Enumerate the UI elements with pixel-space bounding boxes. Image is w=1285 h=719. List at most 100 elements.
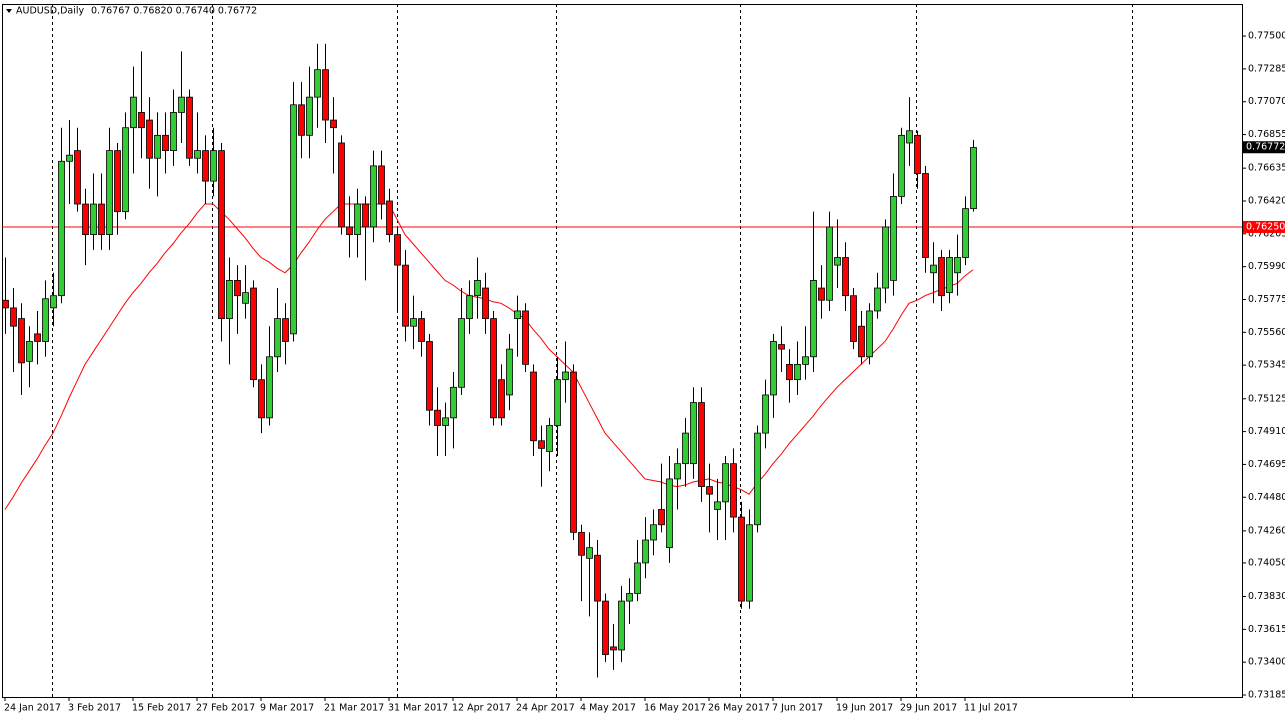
hline-label-box <box>1243 220 1285 233</box>
candle-body <box>554 379 561 426</box>
x-tick-label: 27 Feb 2017 <box>196 703 255 714</box>
y-tick-label: 0.75990 <box>1248 261 1285 272</box>
candle-body <box>826 226 833 301</box>
candle-body <box>778 344 785 350</box>
candle-body <box>362 203 369 228</box>
candle-body <box>938 257 945 297</box>
y-tick-label: 0.75775 <box>1248 294 1285 305</box>
candle-body <box>666 478 673 549</box>
candle-body <box>298 104 305 136</box>
candle-body <box>562 371 569 381</box>
y-tick-label: 0.74695 <box>1248 459 1285 470</box>
candle-body <box>114 150 121 213</box>
candle-body <box>74 150 81 205</box>
candle-body <box>866 310 873 358</box>
chart-title: AUDUSD,Daily <box>16 6 85 17</box>
x-tick-label: 9 Mar 2017 <box>260 703 314 714</box>
y-tick-label: 0.76855 <box>1248 129 1285 140</box>
x-tick-label: 12 Apr 2017 <box>452 703 511 714</box>
candle-body <box>338 142 345 228</box>
y-tick-label: 0.77285 <box>1248 63 1285 74</box>
candle-body <box>42 298 49 342</box>
y-tick-label: 0.75560 <box>1248 327 1285 338</box>
x-tick-label: 26 May 2017 <box>708 703 770 714</box>
candle-body <box>842 257 849 297</box>
x-tick-label: 21 Mar 2017 <box>324 703 384 714</box>
x-tick-label: 11 Jul 2017 <box>964 703 1018 714</box>
candle-body <box>674 463 681 480</box>
candle-body <box>466 295 473 319</box>
candle-body <box>874 287 881 312</box>
candle-body <box>690 402 697 465</box>
candle-body <box>58 160 65 297</box>
candle-body <box>90 203 97 235</box>
candle-body <box>794 363 801 381</box>
candle-body <box>962 208 969 258</box>
candle-body <box>522 310 529 365</box>
candle-body <box>482 287 489 319</box>
candle-body <box>914 134 921 174</box>
y-tick-label: 0.76635 <box>1248 163 1285 174</box>
candle-body <box>762 394 769 434</box>
candle-body <box>682 432 689 465</box>
candle-body <box>490 318 497 419</box>
candle-body <box>106 150 113 235</box>
y-tick-label: 0.73185 <box>1248 690 1285 701</box>
candle-body <box>450 386 457 419</box>
candle-body <box>170 112 177 152</box>
candle-body <box>954 257 961 274</box>
x-tick-label: 4 May 2017 <box>580 703 636 714</box>
candle-body <box>346 226 353 235</box>
candle-body <box>258 379 265 419</box>
candle-body <box>186 96 193 159</box>
candle-body <box>786 363 793 381</box>
last-price-label: 0.76772 <box>1246 142 1285 153</box>
candle-body <box>538 440 545 449</box>
y-tick-label: 0.75125 <box>1248 393 1285 404</box>
y-tick-label: 0.74050 <box>1248 557 1285 568</box>
candle-body <box>898 134 905 197</box>
candle-body <box>282 318 289 342</box>
candle-body <box>266 356 273 419</box>
candle-body <box>658 509 665 526</box>
candle-body <box>154 134 161 159</box>
candle-body <box>306 96 313 136</box>
y-tick-label: 0.73400 <box>1248 657 1285 668</box>
candle-body <box>218 150 225 319</box>
candle-body <box>890 196 897 281</box>
candle-body <box>2 299 9 309</box>
candle-body <box>570 371 577 533</box>
candle-body <box>18 318 25 364</box>
candle-body <box>722 463 729 503</box>
x-tick-label: 16 May 2017 <box>644 703 706 714</box>
candle-body <box>178 96 185 113</box>
candle-body <box>802 356 809 365</box>
candle-body <box>730 463 737 518</box>
x-tick-label: 24 Jan 2017 <box>4 703 61 714</box>
candle-body <box>410 318 417 327</box>
candle-body <box>858 325 865 358</box>
y-tick-label: 0.74260 <box>1248 525 1285 536</box>
candle-body <box>618 600 625 651</box>
candle-body <box>754 432 761 526</box>
candle-body <box>834 257 841 266</box>
candle-body <box>426 341 433 411</box>
candle-body <box>770 341 777 396</box>
candle-body <box>370 165 377 228</box>
last-price-box <box>1243 141 1285 154</box>
candle-body <box>578 531 585 556</box>
candle-body <box>498 379 505 419</box>
candle-body <box>122 127 129 213</box>
candle-body <box>322 69 329 121</box>
candle-body <box>546 425 553 452</box>
candle-body <box>210 150 217 182</box>
candle-body <box>626 593 633 602</box>
y-tick-label: 0.77500 <box>1248 31 1285 42</box>
x-tick-label: 24 Apr 2017 <box>516 703 575 714</box>
candle-body <box>194 150 201 159</box>
candle-body <box>602 600 609 655</box>
candle-body <box>202 150 209 182</box>
candle-body <box>530 371 537 442</box>
